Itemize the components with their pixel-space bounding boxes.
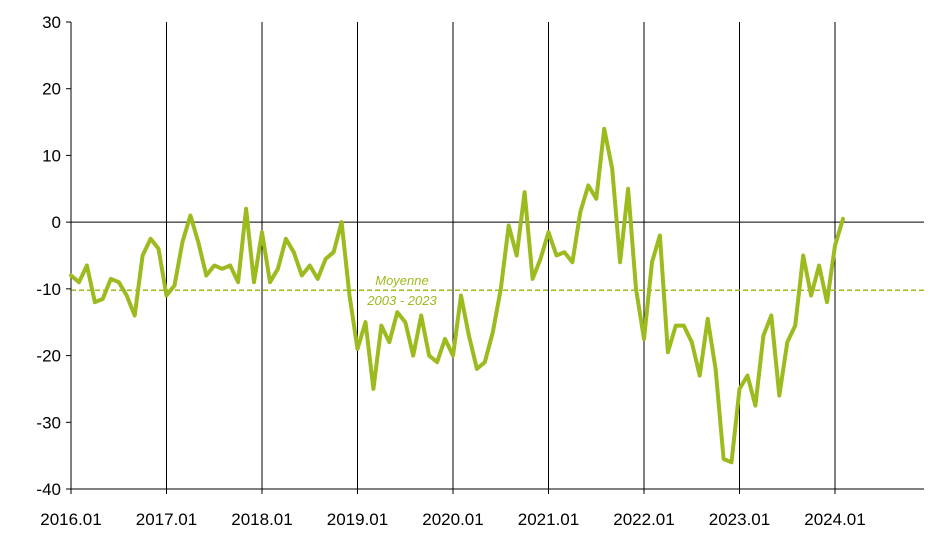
x-tick-label: 2023.01 — [709, 510, 770, 529]
x-tick-label: 2024.01 — [804, 510, 865, 529]
x-tick-label: 2018.01 — [231, 510, 292, 529]
average-label-line2: 2003 - 2023 — [366, 293, 437, 308]
x-tick-label: 2017.01 — [136, 510, 197, 529]
x-tick-label: 2020.01 — [422, 510, 483, 529]
y-tick-label: -20 — [36, 347, 61, 366]
series-group — [69, 126, 845, 465]
y-tick-label: -30 — [36, 413, 61, 432]
y-tick-label: 20 — [42, 80, 61, 99]
x-tick-label: 2019.01 — [327, 510, 388, 529]
x-tick-labels: 2016.01 2017.01 2018.01 2019.01 2020.01 2021.… — [40, 510, 865, 529]
y-tick-label: -40 — [36, 480, 61, 499]
x-tick-label: 2016.01 — [40, 510, 101, 529]
x-tick-label: 2022.01 — [613, 510, 674, 529]
axes — [66, 21, 924, 494]
y-tick-label: -10 — [36, 280, 61, 299]
series-line-0 — [69, 126, 845, 465]
x-tick-label: 2021.01 — [518, 510, 579, 529]
average-label-line1: Moyenne — [375, 273, 428, 288]
y-tick-label: 30 — [42, 13, 61, 32]
y-tick-label: 10 — [42, 146, 61, 165]
y-tick-labels: 30 20 10 0 -10 -20 -30 -40 — [36, 13, 61, 499]
average-group: Moyenne 2003 - 2023 — [71, 273, 924, 308]
y-tick-label: 0 — [52, 213, 61, 232]
grid-lines — [166, 22, 836, 489]
